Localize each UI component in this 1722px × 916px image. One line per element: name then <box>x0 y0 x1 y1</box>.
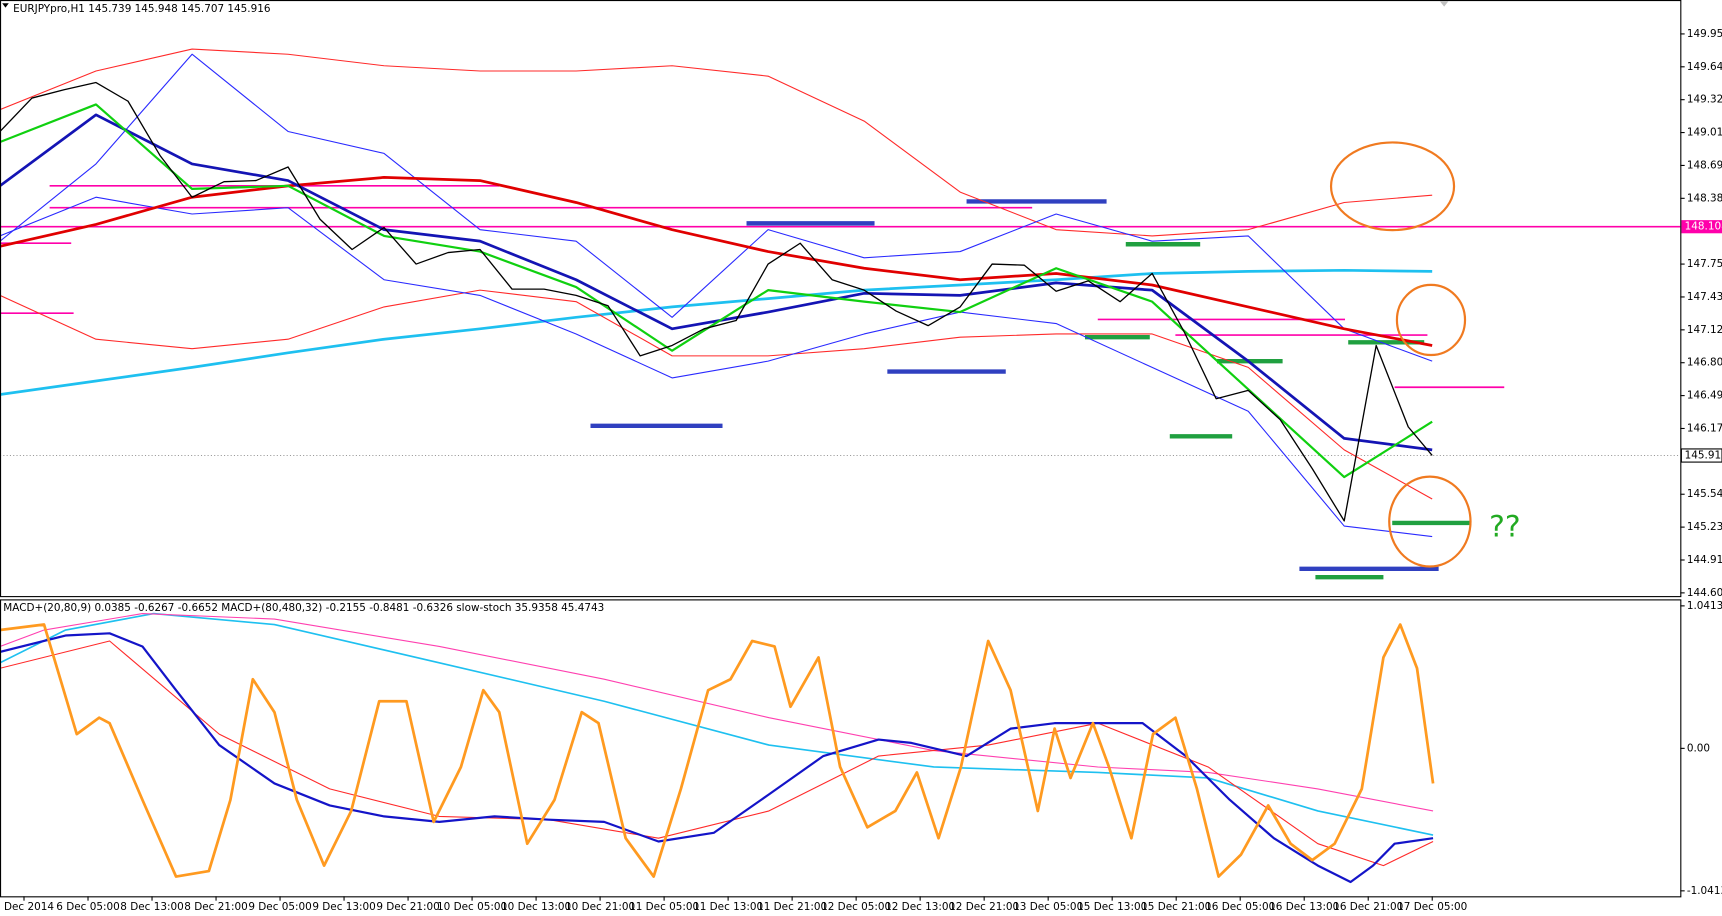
x-tick-label: 16 Dec 21:00 <box>1333 901 1403 913</box>
series-line <box>0 81 1433 522</box>
indicator-header: MACD+(20,80,9) 0.0385 -0.6267 -0.6652 MA… <box>3 602 604 614</box>
y-tick-label: 0.00 <box>1687 742 1710 754</box>
x-tick-label: 16 Dec 05:00 <box>1205 901 1275 913</box>
y-tick-label: 147.750 <box>1687 258 1722 270</box>
menu-arrow[interactable] <box>2 3 9 8</box>
x-tick-label: 5 Dec 2014 <box>0 901 54 913</box>
price-tag-label: 145.916 <box>1685 450 1722 462</box>
y-tick-label: 149.955 <box>1687 28 1722 40</box>
price-panel: 149.955 149.640 149.325 149.010 148.695 148.3… <box>0 28 1722 599</box>
x-tick-label: 8 Dec 21:00 <box>184 901 247 913</box>
x-tick-label: 8 Dec 13:00 <box>120 901 183 913</box>
y-tick-label: 146.805 <box>1687 357 1722 369</box>
series-line <box>0 176 1433 347</box>
y-tick-label: 147.435 <box>1687 291 1722 303</box>
x-tick-label: 13 Dec 05:00 <box>1013 901 1083 913</box>
series-line <box>0 289 1433 500</box>
y-tick-label: 145.545 <box>1687 488 1722 500</box>
x-tick-label: 9 Dec 13:00 <box>312 901 375 913</box>
series-line <box>0 613 1434 812</box>
series-line <box>0 623 1435 878</box>
y-tick-label: 148.380 <box>1687 192 1722 204</box>
highlight-circle <box>1388 475 1472 568</box>
x-tick-label: 12 Dec 21:00 <box>949 901 1019 913</box>
y-tick-label: 145.230 <box>1687 521 1722 533</box>
highlight-circle <box>1329 141 1456 232</box>
indicator-frame <box>0 599 1682 898</box>
series-line <box>0 48 1433 237</box>
x-tick-label: 15 Dec 13:00 <box>1077 901 1147 913</box>
y-tick-label: -1.0413 <box>1687 885 1722 897</box>
y-tick-label: 144.915 <box>1687 554 1722 566</box>
series-line <box>0 268 1433 396</box>
y-tick-label: 1.0413 <box>1687 600 1722 612</box>
x-tick-label: 10 Dec 05:00 <box>437 901 507 913</box>
x-tick-label: 10 Dec 21:00 <box>565 901 635 913</box>
series-line <box>0 632 1434 884</box>
x-tick-label: 11 Dec 21:00 <box>757 901 827 913</box>
series-line <box>0 103 1433 479</box>
price-tag <box>1681 220 1722 234</box>
y-tick-label: 147.120 <box>1687 324 1722 336</box>
x-tick-label: 16 Dec 13:00 <box>1269 901 1339 913</box>
series-line <box>0 196 1433 538</box>
shift-marker <box>1439 1 1449 7</box>
x-tick-label: 12 Dec 05:00 <box>821 901 891 913</box>
series-line <box>0 640 1434 867</box>
y-tick-label: 149.640 <box>1687 61 1722 73</box>
series-line <box>0 612 1434 836</box>
x-tick-label: 15 Dec 21:00 <box>1141 901 1211 913</box>
x-tick-label: 10 Dec 13:00 <box>501 901 571 913</box>
y-tick-label: 149.325 <box>1687 94 1722 106</box>
x-tick-label: 17 Dec 05:00 <box>1397 901 1467 913</box>
symbol-header: EURJPYpro,H1 145.739 145.948 145.707 145… <box>13 3 270 15</box>
y-tick-label: 149.010 <box>1687 127 1722 139</box>
question-annotation: ?? <box>1489 510 1520 544</box>
y-tick-label: 146.175 <box>1687 422 1722 434</box>
x-tick-label: 12 Dec 13:00 <box>885 901 955 913</box>
x-tick-label: 6 Dec 05:00 <box>56 901 119 913</box>
price-tag-label: 148.108 <box>1685 221 1722 233</box>
y-tick-label: 146.490 <box>1687 390 1722 402</box>
price-frame <box>0 0 1682 598</box>
x-tick-label: 9 Dec 21:00 <box>376 901 439 913</box>
highlight-circle <box>1395 283 1467 357</box>
x-tick-label: 11 Dec 13:00 <box>693 901 763 913</box>
x-tick-label: 11 Dec 05:00 <box>629 901 699 913</box>
x-tick-label: 9 Dec 05:00 <box>248 901 311 913</box>
y-tick-label: 148.695 <box>1687 159 1722 171</box>
series-line <box>0 53 1433 362</box>
y-tick-label: 144.600 <box>1687 587 1722 599</box>
